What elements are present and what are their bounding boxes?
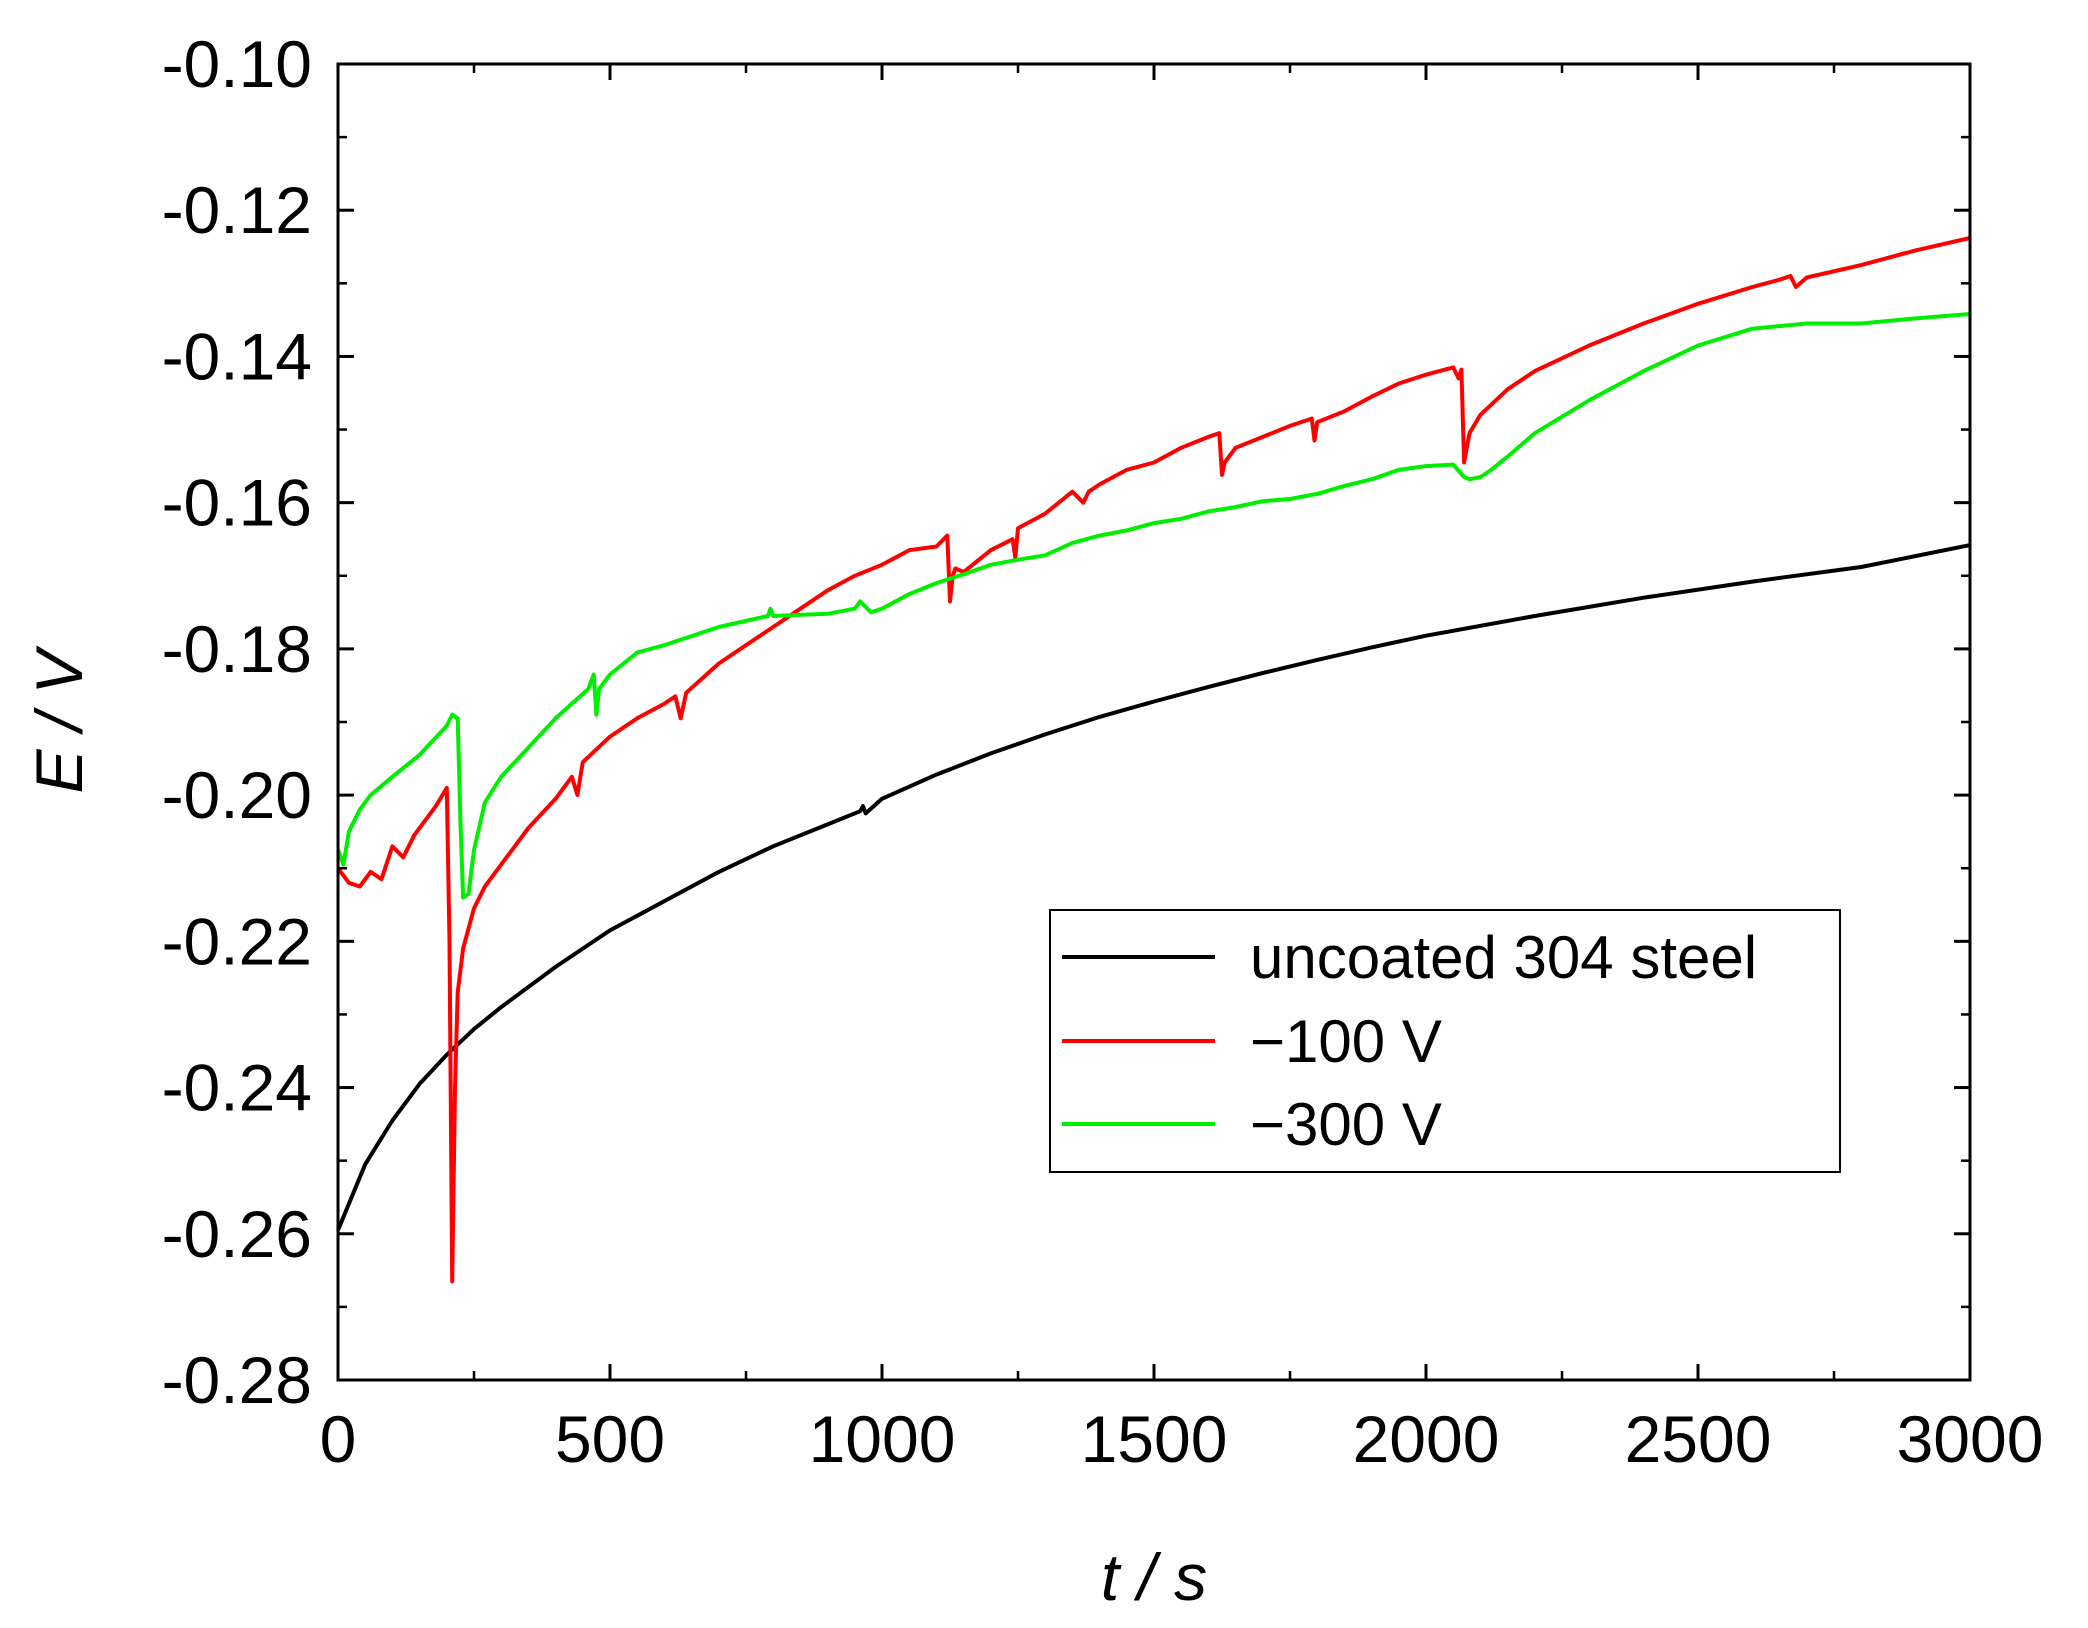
y-tick-label: -0.24 bbox=[162, 1051, 312, 1125]
x-tick-label: 2500 bbox=[1625, 1402, 1772, 1476]
legend-box bbox=[1049, 909, 1841, 1173]
legend-label-300v: −300 V bbox=[1250, 1091, 1442, 1158]
y-tick-label: -0.18 bbox=[162, 612, 312, 686]
plot-frame bbox=[336, 62, 1972, 1382]
x-axis: 0 500 1000 1500 2000 2500 3000 bbox=[320, 64, 2044, 1476]
y-tick-label: -0.22 bbox=[162, 904, 312, 978]
x-axis-title: t / s bbox=[1101, 1540, 1207, 1614]
series-line-300v bbox=[336, 312, 1971, 900]
y-axis-title: E / V bbox=[22, 644, 96, 793]
x-tick-label: 500 bbox=[555, 1402, 665, 1476]
x-tick-label: 2000 bbox=[1353, 1402, 1500, 1476]
y-tick-label: -0.12 bbox=[162, 173, 312, 247]
x-tick-label: 1000 bbox=[809, 1402, 956, 1476]
legend: uncoated 304 steel −100 V −300 V bbox=[1049, 909, 1841, 1173]
y-tick-label: -0.26 bbox=[162, 1197, 312, 1271]
legend-label-uncoated: uncoated 304 steel bbox=[1250, 924, 1757, 991]
plot-area bbox=[336, 236, 1971, 1284]
legend-label-100v: −100 V bbox=[1250, 1008, 1442, 1075]
y-axis: -0.28 -0.26 -0.24 -0.22 -0.20 -0.18 -0.16 -0.14… bbox=[162, 27, 1970, 1417]
series-line-uncoated bbox=[336, 543, 1971, 1231]
y-tick-label: -0.16 bbox=[162, 466, 312, 540]
y-tick-label: -0.14 bbox=[162, 319, 312, 393]
y-tick-label: -0.28 bbox=[162, 1343, 312, 1417]
x-tick-label: 0 bbox=[320, 1402, 357, 1476]
x-tick-label: 3000 bbox=[1897, 1402, 2044, 1476]
y-tick-label: -0.10 bbox=[162, 27, 312, 101]
x-tick-label: 1500 bbox=[1081, 1402, 1228, 1476]
y-tick-label: -0.20 bbox=[162, 758, 312, 832]
series-line-100v bbox=[336, 236, 1971, 1284]
